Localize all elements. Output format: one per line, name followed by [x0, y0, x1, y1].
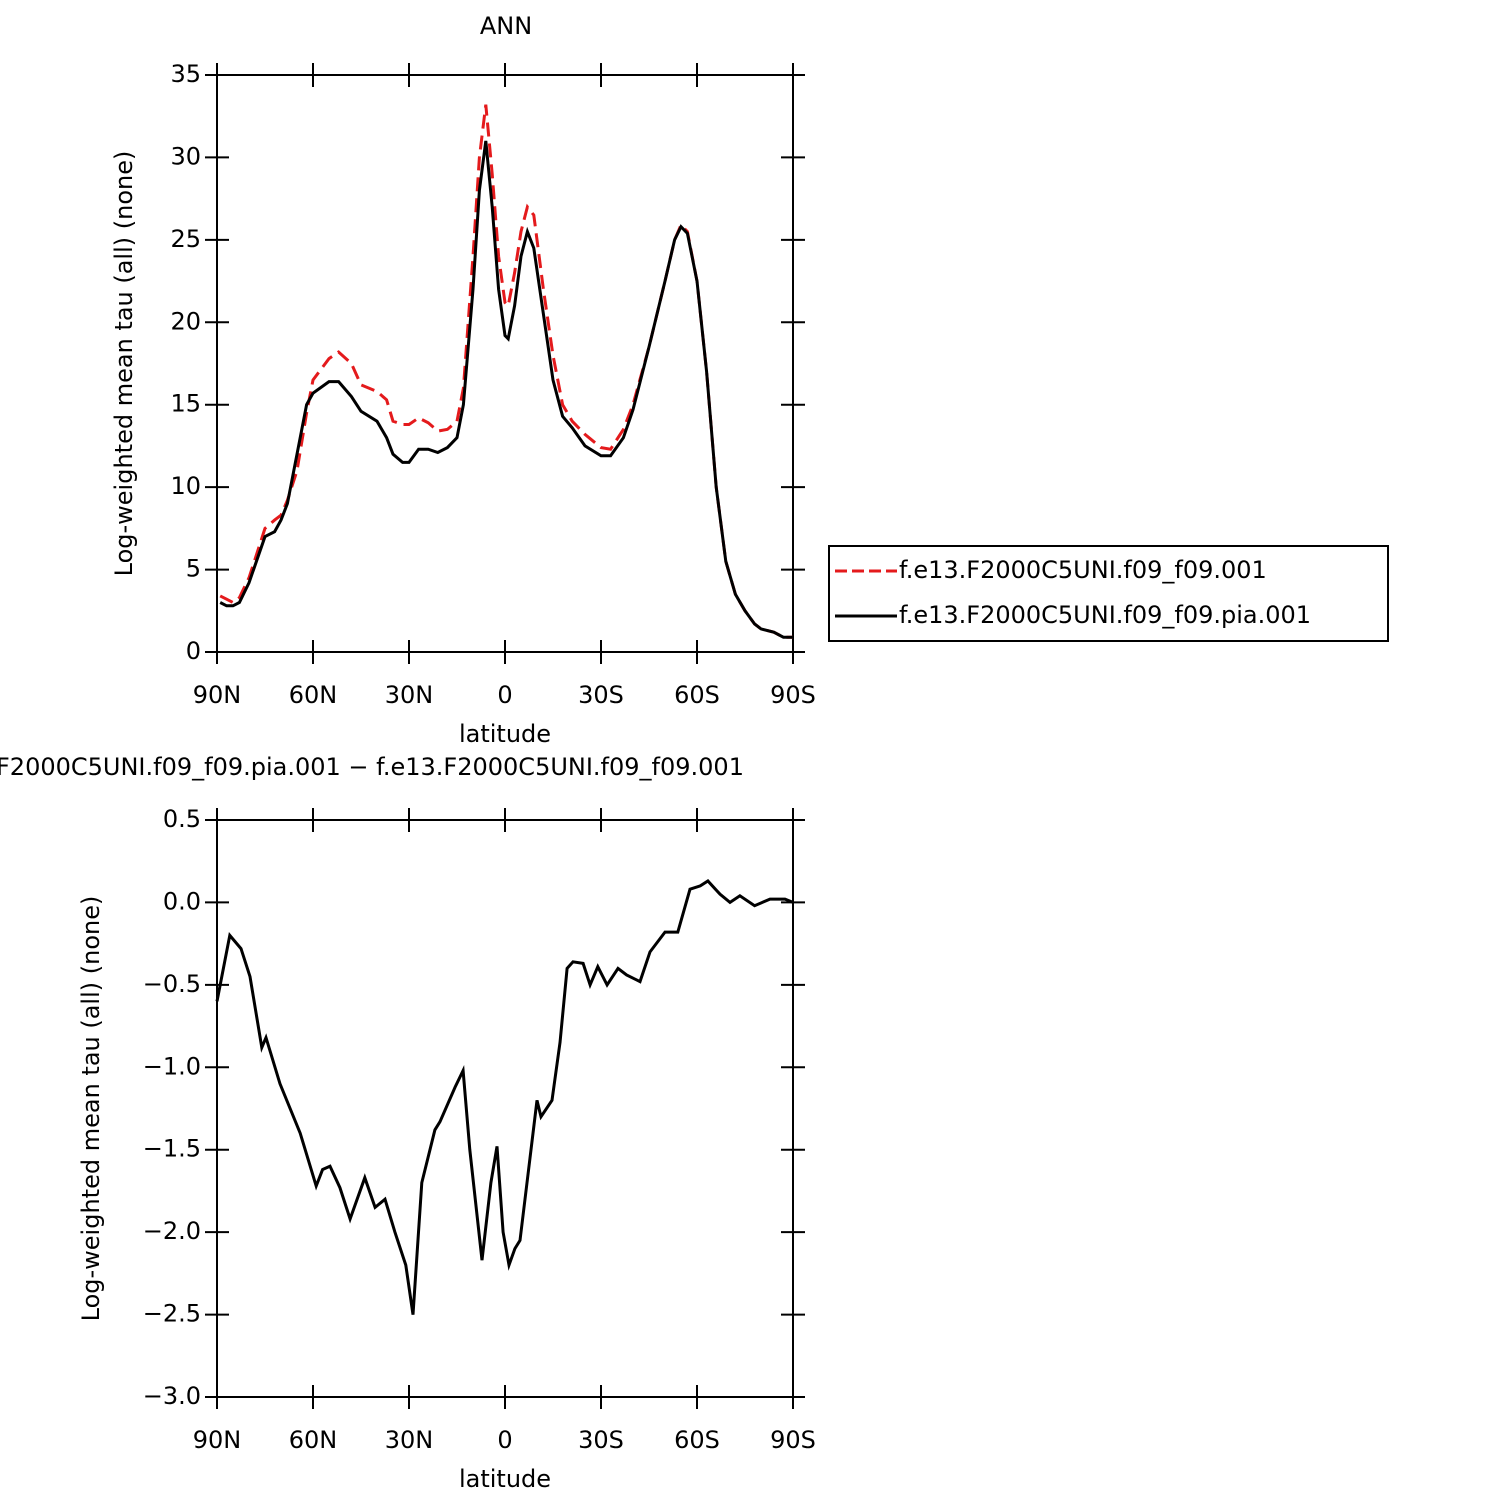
x-tick-label: 0 [497, 681, 512, 709]
y-axis-label: Log-weighted mean tau (all) (none) [110, 151, 138, 577]
data-line [219, 140, 793, 639]
legend-box [828, 545, 1389, 642]
x-axis-label: latitude [459, 720, 551, 748]
y-axis-label: Log-weighted mean tau (all) (none) [77, 896, 105, 1322]
chart-title: F2000C5UNI.f09_f09.pia.001 − f.e13.F2000… [0, 753, 744, 781]
x-tick-label: 30N [385, 1426, 434, 1454]
x-axis-label: latitude [459, 1465, 551, 1493]
legend-label: f.e13.F2000C5UNI.f09_f09.001 [899, 556, 1267, 584]
y-tick-label: 15 [170, 390, 201, 418]
y-tick-label: 25 [170, 225, 201, 253]
data-line [215, 879, 794, 1315]
y-tick-label: −3.0 [143, 1382, 201, 1410]
y-tick-label: −2.0 [143, 1217, 201, 1245]
y-tick-label: 35 [170, 60, 201, 88]
y-tick-label: −0.5 [143, 970, 201, 998]
x-tick-label: 60S [674, 681, 720, 709]
x-tick-label: 30N [385, 681, 434, 709]
x-tick-label: 90S [770, 681, 816, 709]
plot-frame [216, 819, 794, 1398]
y-tick-label: 0.5 [163, 805, 201, 833]
y-tick-label: 10 [170, 472, 201, 500]
y-tick-label: −2.5 [143, 1300, 201, 1328]
y-tick-label: −1.5 [143, 1135, 201, 1163]
y-tick-label: 5 [186, 555, 201, 583]
x-tick-label: 30S [578, 681, 624, 709]
x-tick-label: 0 [497, 1426, 512, 1454]
x-tick-label: 60N [289, 1426, 338, 1454]
y-tick-label: 30 [170, 142, 201, 170]
y-tick-label: 0 [186, 637, 201, 665]
x-tick-label: 30S [578, 1426, 624, 1454]
x-tick-label: 90N [193, 681, 242, 709]
y-tick-label: −1.0 [143, 1052, 201, 1080]
x-tick-label: 60S [674, 1426, 720, 1454]
x-tick-label: 90N [193, 1426, 242, 1454]
y-tick-label: 20 [170, 307, 201, 335]
x-tick-label: 60N [289, 681, 338, 709]
y-tick-label: 0.0 [163, 887, 201, 915]
x-tick-label: 90S [770, 1426, 816, 1454]
legend-label: f.e13.F2000C5UNI.f09_f09.pia.001 [899, 601, 1311, 629]
chart-title: ANN [480, 12, 532, 40]
